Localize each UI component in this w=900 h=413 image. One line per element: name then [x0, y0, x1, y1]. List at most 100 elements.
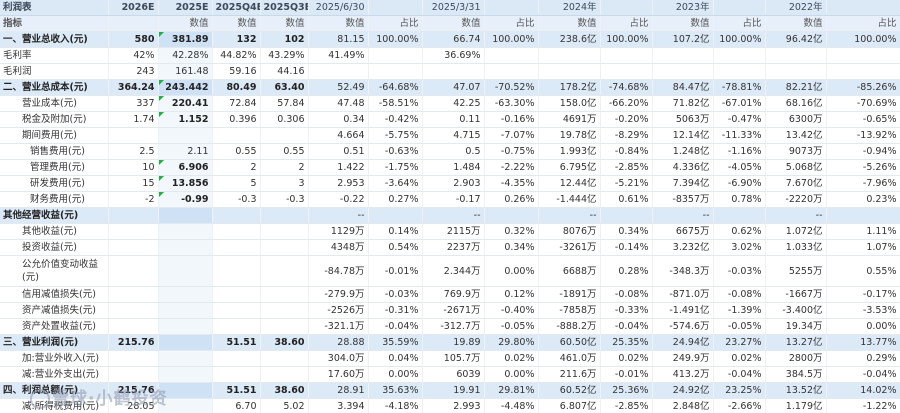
row-cell: 2.5: [108, 143, 159, 160]
table-row: 其他经营收益(元) -- -- -- -- --: [0, 207, 900, 224]
row-cell: 0.04%: [368, 350, 423, 367]
row-cell: 4348万: [307, 239, 369, 256]
row-cell: 2237万: [422, 239, 485, 256]
row-cell: 28.91: [307, 382, 369, 399]
row-cell: -78.81%: [713, 79, 766, 96]
row-label: 投资收益(元): [0, 239, 109, 256]
row-cell: 13.77%: [826, 334, 900, 351]
row-cell: [765, 63, 827, 80]
row-cell: -0.08%: [713, 286, 766, 303]
row-cell: 107.2亿: [652, 31, 714, 48]
row-cell: 6688万: [538, 255, 601, 287]
row-cell: 44.16: [260, 63, 309, 80]
subheader-cell: 占比: [826, 15, 900, 32]
row-cell: [538, 63, 601, 80]
row-cell: 8076万: [538, 223, 601, 240]
row-cell: -3.64%: [368, 175, 423, 192]
subheader-cell: 数值: [158, 15, 213, 32]
row-cell: 0.02%: [600, 350, 653, 367]
row-cell: -0.75%: [484, 143, 539, 160]
row-cell: 0.55: [260, 143, 309, 160]
row-cell: 0.14%: [368, 223, 423, 240]
row-cell: 43.29%: [260, 47, 309, 64]
row-cell: 178.2亿: [538, 79, 601, 96]
row-cell: 13.52亿: [765, 382, 827, 399]
row-cell: 0.396: [212, 111, 261, 128]
row-cell: 28.88: [307, 334, 369, 351]
row-cell: 100.00%: [484, 31, 539, 48]
row-cell: -0.04%: [713, 366, 766, 383]
subheader-cell: 数值: [212, 15, 261, 32]
row-cell: 47.07: [422, 79, 485, 96]
row-cell: -0.01%: [368, 255, 423, 287]
row-cell: 60.50亿: [538, 334, 601, 351]
row-cell: [212, 207, 261, 224]
row-label: 一、营业总收入(元): [0, 31, 109, 48]
row-cell: 4.336亿: [652, 159, 714, 176]
row-cell: -5.21%: [600, 175, 653, 192]
row-cell: -0.65%: [826, 111, 900, 128]
row-label: 其他经营收益(元): [0, 207, 109, 224]
row-cell: 6.906: [158, 159, 213, 176]
row-cell: [260, 366, 309, 383]
row-cell: -0.03%: [713, 255, 766, 287]
row-cell: 0.11: [422, 111, 485, 128]
row-label: 公允价值变动收益(元): [0, 255, 109, 287]
table-row: 减:营业外支出(元) 17.60万 0.00% 6039 0.00% 211.6万 -0.0…: [0, 366, 900, 383]
row-cell: 249.9万: [652, 350, 714, 367]
row-cell: 0.02%: [484, 350, 539, 367]
row-cell: 5063万: [652, 111, 714, 128]
row-cell: [652, 47, 714, 64]
row-cell: 100.00%: [600, 31, 653, 48]
row-cell: -3.400亿: [765, 302, 827, 319]
row-cell: -0.17%: [826, 286, 900, 303]
row-cell: 1129万: [307, 223, 369, 240]
row-cell: [260, 239, 309, 256]
table-row: 财务费用(元) -2 -0.99 -0.3 -0.3 -0.22 0.27% -0.17 0.2…: [0, 191, 900, 208]
row-cell: -1667万: [765, 286, 827, 303]
row-cell: 6.70: [212, 398, 261, 413]
row-cell: -0.22: [307, 191, 369, 208]
row-cell: [212, 239, 261, 256]
row-cell: 3.232亿: [652, 239, 714, 256]
table-header-row: 利润表 2026E 2025E 2025Q4E 2025Q3E 2025/6/30 2025…: [0, 0, 900, 16]
row-cell: 24.92亿: [652, 382, 714, 399]
row-cell: [484, 63, 539, 80]
row-cell: 29.80%: [484, 334, 539, 351]
row-cell: -0.47%: [713, 111, 766, 128]
row-label: 研发费用(元): [0, 175, 109, 192]
subheader-cell: 占比: [484, 15, 539, 32]
row-label: 管理费用(元): [0, 159, 109, 176]
row-cell: [158, 302, 213, 319]
row-cell: 84.47亿: [652, 79, 714, 96]
row-cell: [260, 286, 309, 303]
row-cell: 96.42亿: [765, 31, 827, 48]
row-cell: [307, 63, 369, 80]
row-label: 销售费用(元): [0, 143, 109, 160]
row-cell: -2: [108, 191, 159, 208]
row-cell: 1.07%: [826, 239, 900, 256]
row-cell: 24.94亿: [652, 334, 714, 351]
row-cell: 413.2万: [652, 366, 714, 383]
row-cell: -3261万: [538, 239, 601, 256]
row-cell: -871.0万: [652, 286, 714, 303]
row-cell: 1.072亿: [765, 223, 827, 240]
row-cell: -0.40%: [484, 302, 539, 319]
row-cell: [713, 63, 766, 80]
row-cell: 337: [108, 95, 159, 112]
row-cell: 7.670亿: [765, 175, 827, 192]
table-row: 减:所得税费用(元) 28.05 6.70 5.02 3.394 -4.18% 2.993-…: [0, 398, 900, 413]
row-cell: 215.76: [108, 382, 159, 399]
row-cell: [212, 350, 261, 367]
row-cell: -4.18%: [368, 398, 423, 413]
row-cell: 238.6亿: [538, 31, 601, 48]
row-cell: -0.99: [158, 191, 213, 208]
row-cell: 13.27亿: [765, 334, 827, 351]
row-cell: -0.04%: [826, 366, 900, 383]
row-cell: 35.59%: [368, 334, 423, 351]
row-cell: -574.6万: [652, 318, 714, 335]
header-cell: [826, 0, 900, 16]
row-cell: -2.22%: [484, 159, 539, 176]
row-cell: [713, 207, 766, 224]
row-cell: [108, 302, 159, 319]
